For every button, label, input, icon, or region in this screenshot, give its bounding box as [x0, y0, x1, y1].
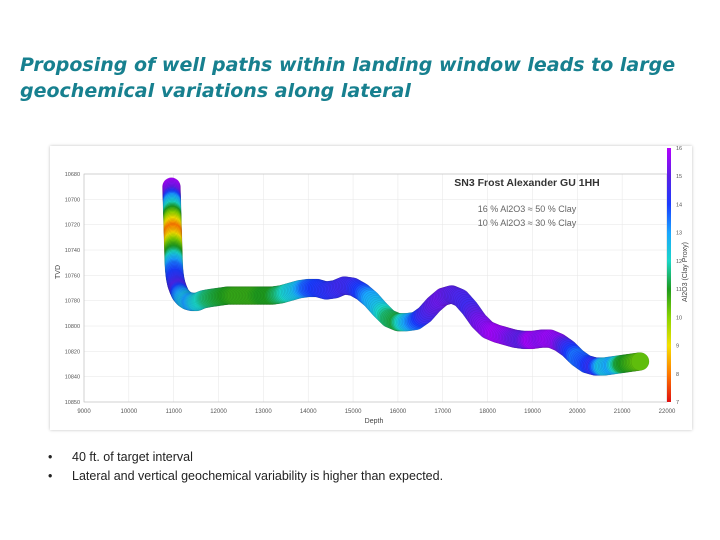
- x-tick-label: 20000: [569, 409, 586, 415]
- x-tick-label: 14000: [300, 409, 317, 415]
- bullet-item-target-interval: 40 ft. of target interval: [48, 448, 443, 467]
- well-path-plot: 9000 10000 11000 12000 13000 14000 15000 16000 1…: [55, 146, 689, 425]
- y-tick-label: 10760: [65, 273, 80, 279]
- colorbar: 7 8 9 10 11 12 13 14 15 16: [667, 146, 682, 406]
- y-tick-label: 10720: [65, 223, 80, 229]
- x-tick-label: 12000: [210, 409, 227, 415]
- bullet-item-variability: Lateral and vertical geochemical variabi…: [48, 467, 443, 486]
- x-tick-label: 22000: [659, 409, 676, 415]
- slide-title-line-2: geochemical variations along lateral: [20, 80, 411, 102]
- x-tick-label: 21000: [614, 409, 631, 415]
- chart-title: SN3 Frost Alexander GU 1HH: [454, 177, 599, 189]
- bullet-list: 40 ft. of target interval Lateral and ve…: [48, 448, 443, 486]
- x-tick-label: 15000: [345, 409, 362, 415]
- colorbar-tick-label: 16: [676, 146, 682, 152]
- colorbar-tick-label: 9: [676, 344, 679, 350]
- chart-labels: SN3 Frost Alexander GU 1HH 16 % Al2O3 ≈ …: [55, 177, 689, 425]
- y-tick-label: 10840: [65, 375, 80, 381]
- slide-title: Proposing of well paths within landing w…: [20, 52, 700, 104]
- x-tick-label: 17000: [434, 409, 451, 415]
- y-tick-label: 10700: [65, 197, 80, 203]
- well-path-points: [162, 177, 650, 376]
- y-tick-label: 10780: [65, 299, 80, 305]
- slide-title-line-1: Proposing of well paths within landing w…: [20, 54, 676, 76]
- colorbar-tick-label: 10: [676, 315, 682, 321]
- x-tick-label: 18000: [479, 409, 496, 415]
- x-tick-label: 13000: [255, 409, 272, 415]
- x-tick-label: 19000: [524, 409, 541, 415]
- colorbar-tick-label: 8: [676, 372, 679, 378]
- colorbar-tick-label: 14: [676, 202, 682, 208]
- chart-annotation-2: 10 % Al2O3 ≈ 30 % Clay: [478, 218, 577, 228]
- colorbar-label: Al2O3 (Clay Proxy): [682, 242, 689, 302]
- x-axis-label: Depth: [365, 418, 384, 425]
- well-path-marker: [630, 352, 650, 371]
- colorbar-tick-label: 13: [676, 231, 682, 237]
- colorbar-tick-label: 15: [676, 174, 682, 180]
- y-tick-label: 10800: [65, 324, 80, 330]
- chart-annotation-1: 16 % Al2O3 ≈ 50 % Clay: [478, 204, 577, 214]
- y-axis-label: TVD: [55, 265, 62, 279]
- y-tick-label: 10740: [65, 248, 80, 254]
- colorbar-strip: [667, 148, 671, 402]
- x-tick-label: 9000: [77, 409, 91, 415]
- y-tick-label: 10820: [65, 349, 80, 355]
- x-tick-label: 10000: [121, 409, 138, 415]
- y-tick-label: 10850: [65, 400, 80, 406]
- y-tick-label: 10680: [65, 172, 80, 178]
- x-tick-label: 11000: [166, 409, 183, 415]
- colorbar-tick-label: 12: [676, 259, 682, 265]
- colorbar-tick-label: 11: [676, 287, 682, 293]
- x-tick-label: 16000: [390, 409, 407, 415]
- colorbar-tick-label: 7: [676, 400, 679, 406]
- well-path-chart: 9000 10000 11000 12000 13000 14000 15000 16000 1…: [50, 146, 692, 430]
